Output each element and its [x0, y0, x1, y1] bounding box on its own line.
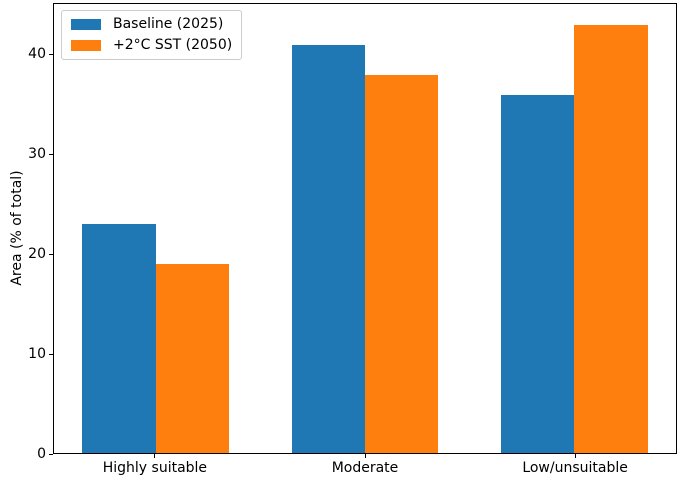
legend-label: Baseline (2025): [113, 16, 224, 32]
legend-swatch-icon: [71, 40, 101, 51]
bar: [501, 95, 575, 453]
bar: [365, 75, 439, 453]
legend-item: +2°C SST (2050): [71, 37, 232, 54]
y-tick-label: 30: [28, 146, 46, 163]
x-tick: [154, 454, 156, 458]
x-tick-label: Moderate: [331, 460, 399, 476]
x-tick: [574, 454, 576, 458]
y-tick-label: 0: [37, 446, 46, 462]
legend-label: +2°C SST (2050): [113, 37, 233, 53]
y-tick-label: 10: [28, 346, 46, 363]
y-tick: [49, 354, 53, 355]
bar: [155, 264, 229, 453]
y-tick: [49, 54, 53, 55]
bar: [574, 25, 648, 453]
x-tick: [364, 454, 366, 458]
plot-area: Baseline (2025) +2°C SST (2050): [53, 3, 677, 454]
bar: [291, 45, 365, 453]
y-tick: [49, 454, 53, 455]
x-tick-label: Highly suitable: [102, 460, 208, 476]
y-tick: [49, 254, 53, 255]
y-tick-label: 40: [28, 46, 46, 63]
legend-item: Baseline (2025): [71, 16, 232, 33]
legend-swatch-icon: [71, 19, 101, 30]
x-tick-label: Low/unsuitable: [522, 460, 628, 476]
y-tick-label: 20: [28, 246, 46, 263]
bar: [82, 224, 156, 453]
legend: Baseline (2025) +2°C SST (2050): [61, 10, 243, 60]
y-axis-label: Area (% of total): [9, 170, 25, 286]
y-tick: [49, 154, 53, 155]
